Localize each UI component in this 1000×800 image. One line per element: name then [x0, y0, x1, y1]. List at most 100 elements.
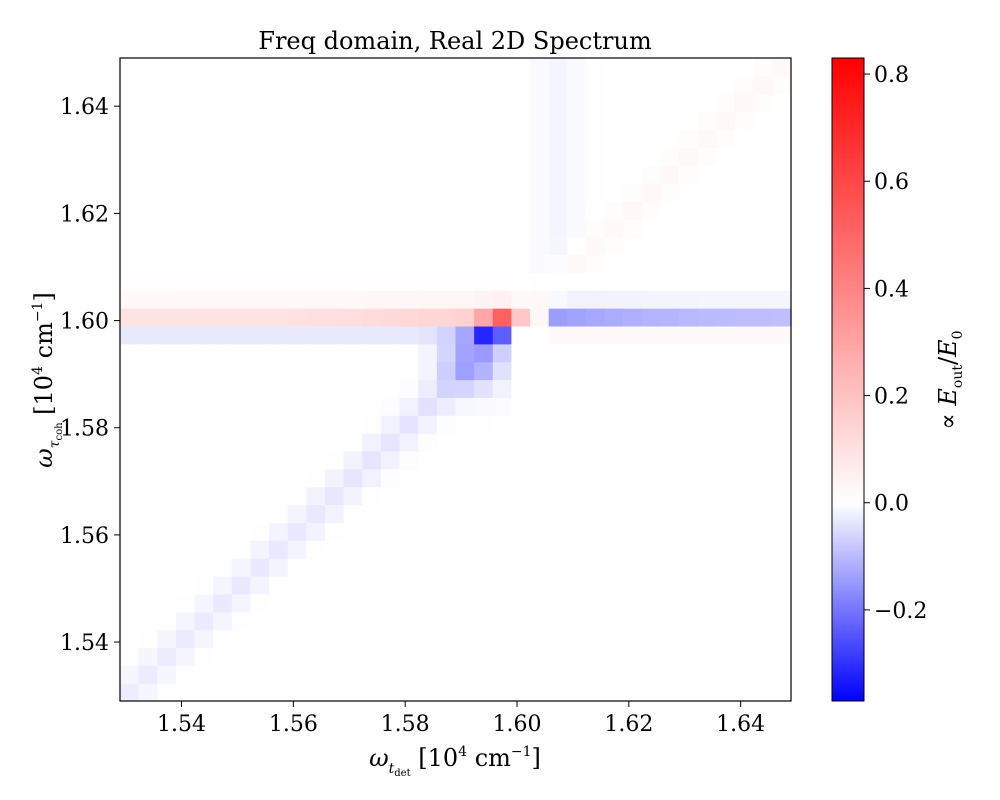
heatmap-cell	[343, 468, 363, 488]
heatmap-cell	[120, 540, 140, 559]
heatmap-cell	[362, 415, 382, 434]
heatmap-cell	[120, 558, 140, 577]
heatmap-cell	[120, 75, 140, 95]
y-axis: 1.54 1.56 1.58 1.60 1.62 1.64	[60, 95, 120, 656]
heatmap-cell	[399, 218, 419, 238]
heatmap-cell	[175, 397, 196, 416]
heatmap-cell	[641, 111, 662, 131]
heatmap-cell	[343, 272, 363, 291]
heatmap-cell	[455, 611, 475, 631]
heatmap-cell	[343, 540, 363, 559]
heatmap-cell	[530, 183, 550, 202]
heatmap-cell	[213, 93, 233, 113]
heatmap-cell	[418, 486, 438, 506]
heatmap-cell	[399, 486, 419, 506]
heatmap-cell	[306, 593, 326, 613]
heatmap-cell	[567, 558, 587, 577]
heatmap-cell	[697, 183, 718, 202]
heatmap-cell	[380, 415, 401, 434]
heatmap-cell	[641, 683, 662, 702]
heatmap-cell	[157, 58, 177, 77]
heatmap-cell	[362, 379, 382, 398]
heatmap-cell	[772, 415, 792, 434]
heatmap-cell	[343, 58, 363, 77]
heatmap-cell	[213, 593, 233, 613]
heatmap-cell	[623, 147, 643, 166]
heatmap-cell	[287, 147, 307, 166]
heatmap-cell	[530, 111, 550, 131]
heatmap-cell	[735, 129, 755, 148]
heatmap-cell	[436, 629, 457, 649]
heatmap-cell	[641, 629, 662, 649]
heatmap-cell	[380, 450, 401, 470]
heatmap-cell	[325, 504, 345, 523]
heatmap-cell	[306, 111, 326, 131]
heatmap-cell	[585, 575, 606, 595]
heatmap-cell	[492, 575, 513, 595]
heatmap-cell	[474, 361, 494, 381]
heatmap-cell	[213, 486, 233, 506]
heatmap-cell	[679, 450, 699, 470]
heatmap-cell	[138, 468, 158, 488]
heatmap-cell	[716, 504, 736, 523]
heatmap-cell	[269, 290, 289, 309]
heatmap-cell	[772, 75, 792, 95]
heatmap-cell	[269, 165, 289, 184]
heatmap-cell	[269, 575, 289, 595]
heatmap-cell	[157, 308, 177, 327]
heatmap-cell	[436, 433, 457, 452]
heatmap-cell	[697, 325, 718, 345]
heatmap-cell	[511, 486, 531, 506]
heatmap-cell	[735, 379, 755, 398]
heatmap-cell	[362, 308, 382, 327]
heatmap-cell	[380, 93, 401, 113]
heatmap-cell	[753, 575, 773, 595]
heatmap-cell	[325, 343, 345, 363]
heatmap-cell	[306, 93, 326, 113]
heatmap-cell	[492, 415, 513, 434]
heatmap-cell	[511, 629, 531, 649]
heatmap-cell	[157, 218, 177, 238]
heatmap-cell	[548, 593, 568, 613]
heatmap-cell	[660, 486, 680, 506]
heatmap-cell	[660, 379, 680, 398]
heatmap-cell	[567, 593, 587, 613]
heatmap-cell	[679, 290, 699, 309]
heatmap-cell	[231, 218, 252, 238]
heatmap-cell	[399, 379, 419, 398]
heatmap-cell	[660, 111, 680, 131]
heatmap-cell	[362, 75, 382, 95]
heatmap-cell	[138, 575, 158, 595]
heatmap-cell	[735, 308, 755, 327]
heatmap-cell	[697, 165, 718, 184]
heatmap-cell	[120, 593, 140, 613]
colorbar-tick-label: 0.2	[874, 385, 909, 410]
heatmap-cell	[697, 93, 718, 113]
heatmap-cell	[511, 415, 531, 434]
heatmap-cell	[269, 558, 289, 577]
heatmap-cell	[492, 397, 513, 416]
heatmap-cell	[679, 272, 699, 291]
heatmap-cell	[735, 415, 755, 434]
heatmap-cell	[585, 111, 606, 131]
heatmap-cell	[157, 415, 177, 434]
heatmap-cell	[697, 290, 718, 309]
heatmap-cell	[157, 236, 177, 256]
heatmap-cell	[231, 75, 252, 95]
heatmap-cell	[660, 504, 680, 523]
heatmap-cell	[175, 522, 196, 541]
heatmap-cell	[641, 93, 662, 113]
heatmap-cell	[120, 325, 140, 345]
heatmap-cell	[548, 290, 568, 309]
heatmap-cell	[548, 683, 568, 702]
heatmap-cell	[250, 379, 270, 398]
heatmap-cell	[380, 272, 401, 291]
heatmap-cell	[567, 58, 587, 77]
heatmap-cell	[380, 683, 401, 702]
heatmap-cell	[343, 165, 363, 184]
heatmap-cell	[660, 647, 680, 666]
heatmap-cell	[753, 450, 773, 470]
heatmap-cell	[287, 683, 307, 702]
heatmap-cell	[138, 504, 158, 523]
heatmap-cell	[399, 111, 419, 131]
